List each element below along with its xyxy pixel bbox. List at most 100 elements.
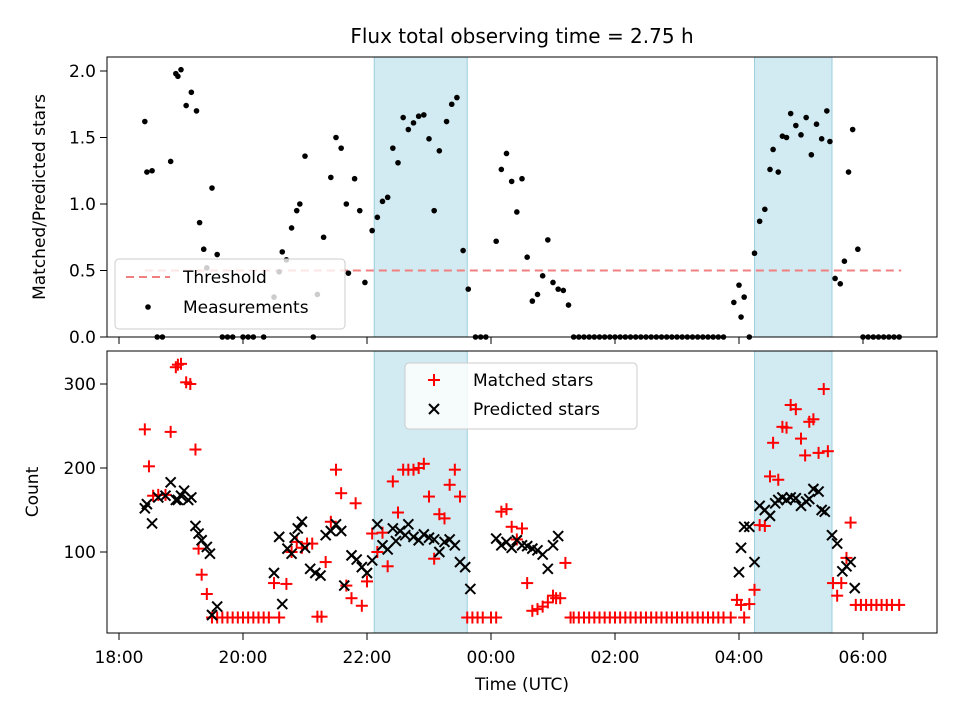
measurement-point <box>741 294 747 300</box>
predicted-point <box>819 505 831 518</box>
predicted-point <box>175 490 187 502</box>
matched-point <box>189 443 202 456</box>
measurement-point <box>793 122 799 129</box>
bottom-x-ticks: 18:00 20:00 22:00 00:00 02:00 04:00 06:00 <box>95 633 888 668</box>
measurement-point <box>841 258 848 264</box>
matched-point <box>500 503 513 516</box>
predicted-point <box>361 567 373 579</box>
matched-point <box>789 403 802 416</box>
matched-point <box>315 610 328 623</box>
predicted-point <box>330 518 342 530</box>
measurement-point <box>193 108 200 114</box>
legend-matched-swatch <box>428 374 440 386</box>
matched-stars-points <box>138 357 906 624</box>
predicted-point <box>849 582 861 594</box>
bottom-legend-box <box>404 362 638 430</box>
matched-point <box>381 560 394 573</box>
predicted-point <box>743 521 756 533</box>
matched-point <box>335 487 348 500</box>
predicted-point <box>387 522 399 535</box>
measurement-point <box>345 270 352 276</box>
matched-point <box>844 516 857 529</box>
matched-point <box>764 470 776 483</box>
predicted-point <box>292 522 304 535</box>
matched-point <box>495 505 508 518</box>
measurement-point <box>756 218 763 225</box>
measurement-point <box>293 207 300 214</box>
matched-point <box>280 577 293 590</box>
matched-point <box>521 577 534 590</box>
predicted-point <box>407 531 420 543</box>
matched-point <box>366 527 379 540</box>
predicted-point <box>459 561 471 573</box>
measurement-point <box>818 136 825 142</box>
predicted-point <box>296 516 308 528</box>
predicted-point <box>189 520 202 532</box>
predicted-point <box>338 579 350 592</box>
top-legend: Threshold Measurements <box>114 258 346 330</box>
predicted-point <box>195 534 208 546</box>
matched-point <box>780 421 793 434</box>
x-tick-label: 22:00 <box>343 648 392 668</box>
measurement-point <box>493 238 499 245</box>
matched-point <box>407 463 420 476</box>
predicted-point <box>803 493 815 505</box>
predicted-point <box>350 553 363 566</box>
legend-measurements-swatch <box>145 304 151 310</box>
measurement-point <box>738 314 744 320</box>
measurement-point <box>787 110 794 117</box>
measurement-point <box>545 237 551 243</box>
predicted-point <box>273 531 285 543</box>
bottom-panel: 100 200 300 18:00 20:00 22:00 00:00 02:00 04:00… <box>23 350 938 695</box>
measurement-point <box>775 169 782 175</box>
predicted-point <box>464 583 477 595</box>
matched-point <box>812 446 825 459</box>
matched-point <box>142 460 155 473</box>
x-tick-label: 20:00 <box>219 648 268 668</box>
measurement-point <box>410 120 417 126</box>
measurement-point <box>395 159 401 166</box>
predicted-point <box>495 539 508 551</box>
matched-point <box>505 520 518 533</box>
matched-point <box>807 413 820 426</box>
measurement-point <box>175 73 181 80</box>
matched-point <box>554 592 567 605</box>
bottom-y-tick-label: 100 <box>64 543 96 563</box>
predicted-point <box>826 529 838 541</box>
matched-point <box>454 490 466 503</box>
predicted-point <box>449 539 461 551</box>
predicted-point <box>428 533 440 546</box>
measurement-point <box>183 102 189 109</box>
predicted-point <box>552 530 564 542</box>
matched-point <box>386 475 399 488</box>
matched-point <box>340 579 353 592</box>
measurement-point <box>436 148 443 154</box>
measurement-point <box>762 206 768 213</box>
measurement-point <box>837 281 844 287</box>
measurement-point <box>149 167 155 174</box>
measurement-point <box>832 275 838 282</box>
measurement-point <box>421 112 427 118</box>
matched-point <box>835 577 848 590</box>
matched-point <box>428 552 441 565</box>
measurement-point <box>379 198 386 205</box>
measurement-point <box>539 273 546 279</box>
matched-point <box>817 383 830 396</box>
measurement-point <box>374 214 381 221</box>
matched-point <box>184 378 197 390</box>
predicted-point <box>831 537 843 550</box>
measurement-point <box>200 246 207 253</box>
matched-point <box>738 611 751 624</box>
measurement-point <box>369 227 375 234</box>
matched-point <box>893 598 906 611</box>
matched-point <box>526 604 539 617</box>
predicted-point <box>366 554 378 567</box>
measurement-point <box>770 146 776 153</box>
matched-point <box>438 512 451 525</box>
measurement-point <box>798 132 804 138</box>
matched-point <box>490 611 503 624</box>
measurement-point <box>209 185 215 191</box>
measurement-point <box>405 126 412 133</box>
legend-matched-label: Matched stars <box>473 371 593 391</box>
top-y-tick-label: 0.0 <box>69 328 96 348</box>
